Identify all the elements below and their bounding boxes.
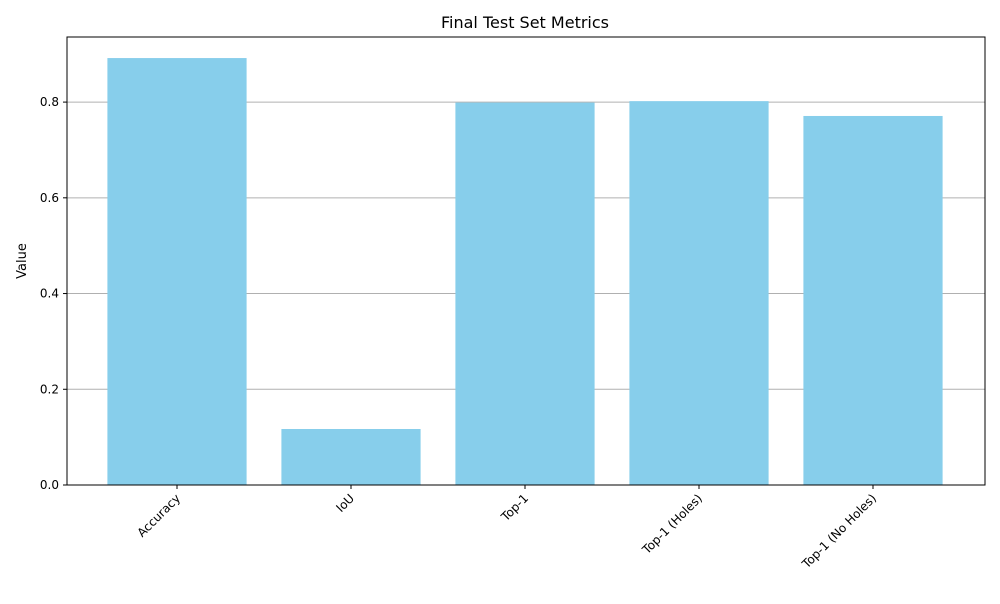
axes-frame bbox=[66, 36, 986, 486]
y-tick-label: 0.2 bbox=[40, 382, 59, 396]
y-tick-label: 0.0 bbox=[40, 478, 59, 492]
bar-accuracy bbox=[107, 58, 247, 486]
plot-frame bbox=[66, 36, 986, 486]
bar-top-1-no-holes bbox=[803, 115, 943, 485]
x-axis-ticks: Accuracy IoU Top-1 Top-1 (Holes) Top-1 (No H… bbox=[134, 485, 879, 572]
bar-iou bbox=[281, 429, 421, 485]
x-tick-label: Top-1 bbox=[498, 491, 531, 524]
y-tick-label: 0.4 bbox=[40, 287, 59, 301]
bar-top-1-holes bbox=[629, 101, 769, 485]
x-tick-label: IoU bbox=[333, 491, 357, 515]
x-tick-label: Top-1 (Holes) bbox=[639, 491, 705, 557]
y-axis-label: Value bbox=[15, 243, 30, 279]
y-axis-ticks: 0.0 0.2 0.4 0.6 0.8 bbox=[40, 95, 67, 492]
y-tick-label: 0.8 bbox=[40, 95, 59, 109]
chart-title: Final Test Set Metrics bbox=[441, 13, 609, 32]
bars bbox=[107, 58, 943, 486]
x-tick-label: Top-1 (No Holes) bbox=[799, 491, 880, 572]
x-tick-label: Accuracy bbox=[134, 491, 183, 540]
y-tick-label: 0.6 bbox=[40, 191, 59, 205]
bar-top-1 bbox=[455, 102, 595, 486]
